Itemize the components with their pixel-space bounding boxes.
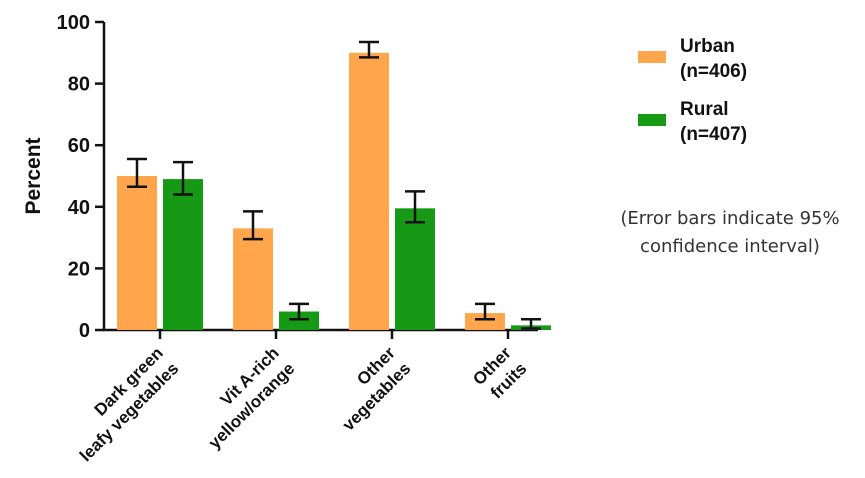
legend-label-line: (n=406) <box>680 61 747 82</box>
bar-urban-0 <box>117 176 157 330</box>
bar-rural-0 <box>163 179 203 330</box>
bar-urban-1 <box>233 228 273 330</box>
legend-swatch-urban <box>638 51 666 63</box>
y-tick-label: 0 <box>79 320 90 342</box>
x-category-label: Othervegetables <box>323 343 414 434</box>
bar-urban-2 <box>349 52 389 331</box>
legend-swatch-rural <box>638 114 666 126</box>
y-tick-label: 100 <box>57 12 90 34</box>
y-axis-label: Percent <box>22 137 45 214</box>
error-bar-note-line: (Error bars indicate 95% <box>620 208 839 229</box>
error-bar-note: (Error bars indicate 95% confidence inter… <box>620 208 839 257</box>
y-tick-label: 80 <box>68 74 90 96</box>
x-category-label: Otherfruits <box>469 343 530 404</box>
y-tick-label: 60 <box>68 135 90 157</box>
error-bar-note-line: confidence interval) <box>640 236 820 257</box>
legend-label-rural: Rural (n=407) <box>680 99 747 145</box>
bar-rural-2 <box>395 208 435 330</box>
y-tick-label: 20 <box>68 258 90 280</box>
bar-urban-3 <box>465 313 505 330</box>
legend-label-line: (n=407) <box>680 124 747 145</box>
legend-label-line: Rural <box>680 99 729 120</box>
bar-rural-1 <box>279 311 319 330</box>
y-tick-label: 40 <box>68 197 90 219</box>
legend-label-urban: Urban (n=406) <box>680 36 747 82</box>
x-category-label: Vit A-richyellow/orange <box>189 343 298 452</box>
x-category-label: Dark greenleafy vegetables <box>61 343 183 465</box>
legend-label-line: Urban <box>680 36 735 57</box>
